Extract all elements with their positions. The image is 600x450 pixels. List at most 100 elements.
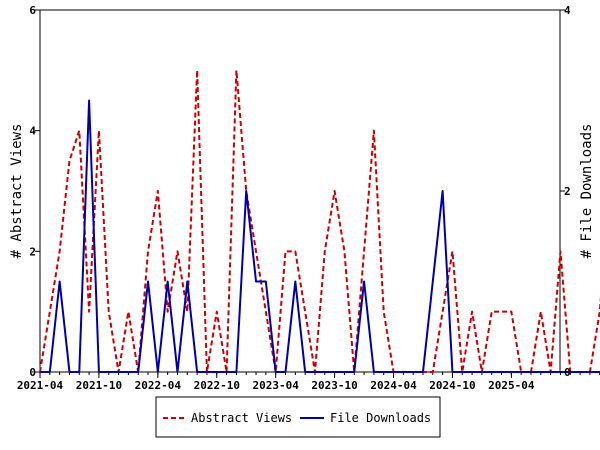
data-point-abstract-views — [78, 129, 80, 131]
data-point-abstract-views — [147, 250, 149, 252]
data-point-file-downloads — [579, 371, 581, 373]
data-point-file-downloads — [265, 280, 267, 282]
data-point-file-downloads — [343, 371, 345, 373]
x-tick-label: 2024-04 — [370, 379, 417, 392]
data-point-file-downloads — [530, 371, 532, 373]
data-point-file-downloads — [353, 371, 355, 373]
legend-label-file-downloads: File Downloads — [330, 411, 431, 425]
data-point-abstract-views — [88, 310, 90, 312]
data-point-abstract-views — [451, 250, 453, 252]
data-point-file-downloads — [500, 371, 502, 373]
data-point-file-downloads — [176, 371, 178, 373]
data-point-abstract-views — [157, 190, 159, 192]
data-point-file-downloads — [441, 190, 443, 192]
data-point-file-downloads — [49, 371, 51, 373]
data-point-abstract-views — [304, 310, 306, 312]
data-point-abstract-views — [196, 69, 198, 71]
x-tick-label: 2023-10 — [311, 379, 357, 392]
x-tick-label: 2024-10 — [429, 379, 475, 392]
data-point-file-downloads — [186, 280, 188, 282]
data-point-abstract-views — [108, 310, 110, 312]
x-tick-label: 2021-04 — [17, 379, 64, 392]
y-right-tick-label: 2 — [564, 185, 571, 198]
data-point-file-downloads — [481, 371, 483, 373]
y-axis-left-title: # Abstract Views — [9, 124, 25, 259]
y-left-tick-label: 6 — [29, 4, 36, 17]
x-tick-label: 2022-10 — [194, 379, 240, 392]
data-point-file-downloads — [274, 371, 276, 373]
series-layer — [39, 69, 600, 373]
data-point-file-downloads — [314, 371, 316, 373]
data-point-file-downloads — [88, 99, 90, 101]
data-point-abstract-views — [500, 310, 502, 312]
data-point-abstract-views — [58, 250, 60, 252]
data-point-abstract-views — [127, 310, 129, 312]
data-point-abstract-views — [441, 310, 443, 312]
data-point-file-downloads — [471, 371, 473, 373]
data-point-file-downloads — [137, 371, 139, 373]
data-point-file-downloads — [540, 371, 542, 373]
data-point-abstract-views — [216, 310, 218, 312]
data-point-file-downloads — [206, 371, 208, 373]
y-left-tick-label: 4 — [29, 125, 36, 138]
x-tick-label: 2022-04 — [135, 379, 182, 392]
data-point-abstract-views — [343, 250, 345, 252]
data-point-file-downloads — [216, 371, 218, 373]
data-point-file-downloads — [225, 371, 227, 373]
data-point-file-downloads — [117, 371, 119, 373]
data-point-file-downloads — [39, 371, 41, 373]
data-point-abstract-views — [383, 310, 385, 312]
data-point-file-downloads — [510, 371, 512, 373]
data-point-file-downloads — [402, 371, 404, 373]
data-point-abstract-views — [491, 310, 493, 312]
data-point-abstract-views — [324, 250, 326, 252]
data-point-abstract-views — [235, 69, 237, 71]
data-point-file-downloads — [363, 280, 365, 282]
data-point-file-downloads — [451, 371, 453, 373]
data-point-file-downloads — [245, 190, 247, 192]
x-tick-label: 2025-04 — [488, 379, 535, 392]
data-point-abstract-views — [471, 310, 473, 312]
data-point-abstract-views — [49, 310, 51, 312]
data-point-abstract-views — [510, 310, 512, 312]
data-point-file-downloads — [68, 371, 70, 373]
data-point-file-downloads — [147, 280, 149, 282]
data-point-file-downloads — [373, 371, 375, 373]
data-point-abstract-views — [265, 310, 267, 312]
data-point-file-downloads — [284, 371, 286, 373]
data-point-file-downloads — [333, 371, 335, 373]
data-point-file-downloads — [412, 371, 414, 373]
legend-label-abstract-views: Abstract Views — [191, 411, 292, 425]
data-point-file-downloads — [520, 371, 522, 373]
y-left-tick-label: 0 — [29, 366, 36, 379]
data-point-file-downloads — [422, 371, 424, 373]
labels-layer: 0 2 4 6 0 2 4 2021-04 2021-10 2022-04 2022-10 2023-… — [17, 4, 571, 392]
data-point-file-downloads — [157, 371, 159, 373]
x-tick-label: 2023-04 — [253, 379, 300, 392]
data-point-abstract-views — [255, 250, 257, 252]
series-line-file-downloads — [40, 99, 600, 373]
data-point-file-downloads — [549, 371, 551, 373]
y-right-tick-label: 0 — [564, 366, 571, 379]
data-point-file-downloads — [78, 371, 80, 373]
data-point-file-downloads — [392, 371, 394, 373]
data-point-abstract-views — [186, 310, 188, 312]
data-point-abstract-views — [68, 160, 70, 162]
data-point-file-downloads — [461, 371, 463, 373]
data-point-file-downloads — [432, 280, 434, 282]
x-tick-label: 2021-10 — [76, 379, 122, 392]
data-point-file-downloads — [559, 371, 561, 373]
data-point-file-downloads — [383, 371, 385, 373]
data-point-file-downloads — [166, 280, 168, 282]
legend-box — [155, 396, 441, 438]
data-point-abstract-views — [540, 310, 542, 312]
legend: Abstract Views File Downloads — [155, 396, 441, 438]
plot-area — [39, 9, 561, 373]
data-point-abstract-views — [559, 250, 561, 252]
data-point-file-downloads — [196, 371, 198, 373]
data-point-file-downloads — [255, 280, 257, 282]
y-right-tick-label: 4 — [564, 4, 571, 17]
data-point-abstract-views — [432, 371, 434, 373]
data-point-abstract-views — [333, 190, 335, 192]
